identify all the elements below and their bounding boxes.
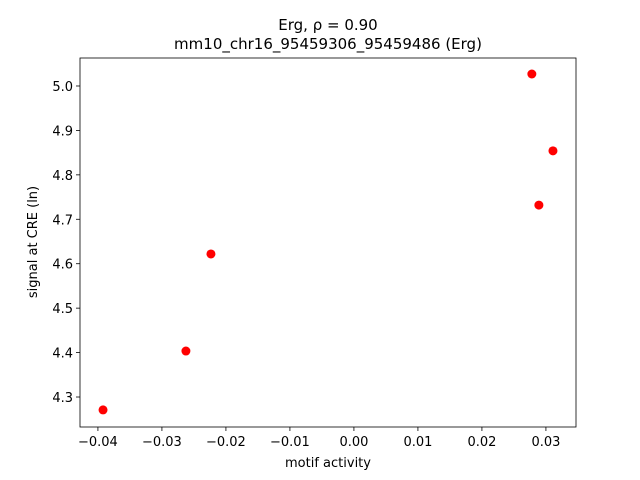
- x-tick-label: −0.04: [78, 435, 118, 450]
- point: [534, 200, 544, 210]
- y-tick-label: 4.4: [52, 347, 73, 362]
- x-tick-label: 0.02: [467, 435, 496, 450]
- chart-title: Erg, ρ = 0.90: [278, 16, 377, 34]
- y-tick-label: 4.8: [52, 169, 73, 184]
- y-tick-label: 4.6: [52, 258, 73, 273]
- y-tick-label: 4.9: [52, 124, 73, 139]
- x-tick-label: 0.00: [339, 435, 368, 450]
- point: [548, 146, 558, 156]
- y-tick-label: 4.7: [52, 213, 73, 228]
- chart-subtitle: mm10_chr16_95459306_95459486 (Erg): [174, 35, 482, 54]
- y-tick-label: 4.3: [52, 391, 73, 406]
- point: [98, 405, 108, 415]
- plot-frame: [79, 57, 577, 428]
- x-tick-label: −0.03: [142, 435, 182, 450]
- y-tick-label: 4.5: [52, 302, 73, 317]
- point: [527, 69, 537, 79]
- point: [206, 249, 216, 259]
- x-tick-label: 0.03: [531, 435, 560, 450]
- x-tick-label: −0.01: [270, 435, 310, 450]
- point: [181, 346, 191, 356]
- y-axis-label: signal at CRE (ln): [26, 186, 41, 298]
- x-tick-label: 0.01: [403, 435, 432, 450]
- y-tick-label: 5.0: [52, 80, 73, 95]
- x-axis-label: motif activity: [285, 456, 371, 471]
- x-tick-label: −0.02: [206, 435, 246, 450]
